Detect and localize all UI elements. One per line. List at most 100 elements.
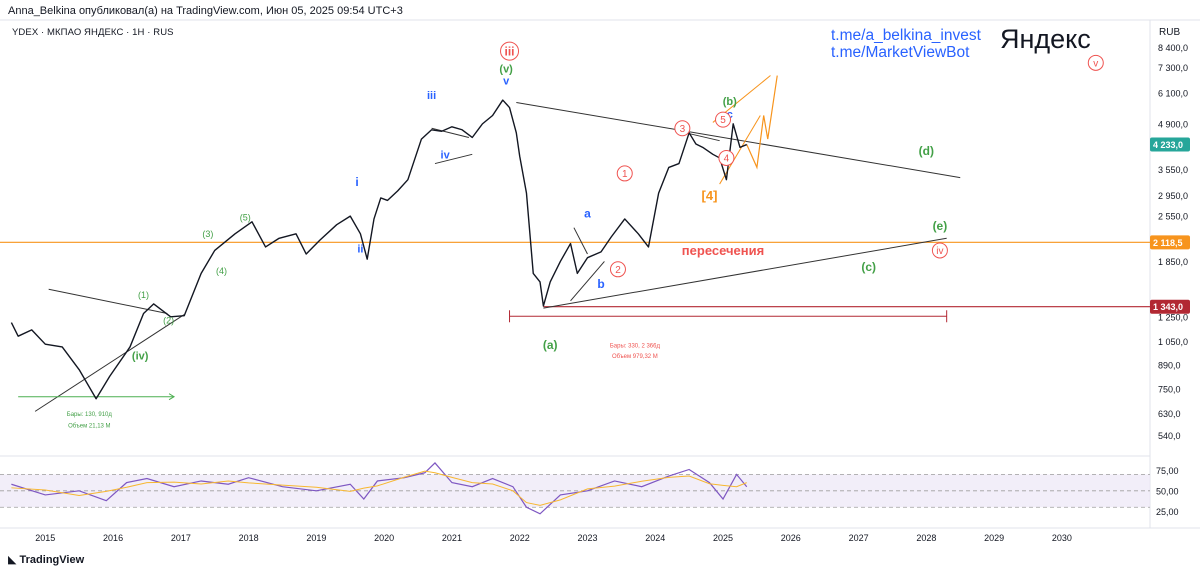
wave-label: (3) — [202, 229, 213, 239]
price-tick-label: 2 550,0 — [1158, 212, 1188, 222]
company-name: Яндекс — [1000, 24, 1091, 54]
wave-label: iv — [441, 149, 451, 161]
wave-label-circle — [609, 261, 626, 278]
wave-label: v — [503, 76, 510, 88]
wave-label: (c) — [861, 260, 876, 274]
wave-label: (a) — [543, 338, 558, 352]
wave-label: Бары: 330, 2 366д — [610, 344, 661, 350]
time-tick-label: 2020 — [374, 533, 394, 543]
trendline-lower-2015[interactable] — [34, 314, 185, 412]
price-tag-box — [1150, 299, 1190, 314]
rsi-ma-line — [11, 470, 747, 506]
wave-label-circle — [500, 41, 520, 61]
time-tick-label: 2024 — [645, 533, 665, 543]
telegram-link-2: t.me/MarketViewBot — [831, 44, 970, 61]
wave-label: Бары: 130, 910д — [67, 412, 113, 418]
wave-label: (iv) — [132, 351, 149, 363]
rsi-tick-label: 75,00 — [1156, 466, 1179, 476]
time-tick-label: 2015 — [35, 533, 55, 543]
price-tick-label: 540,0 — [1158, 431, 1181, 441]
wave-label: (v) — [499, 64, 513, 76]
trendline-upper-2015[interactable] — [48, 288, 168, 314]
price-tick-label: 890,0 — [1158, 360, 1181, 370]
wave-label: c — [727, 109, 733, 121]
rsi-tick-label: 50,00 — [1156, 486, 1179, 496]
price-tick-label: 3 550,0 — [1158, 165, 1188, 175]
price-series-line[interactable] — [10, 99, 748, 400]
wave-label: (d) — [919, 144, 934, 158]
wave-label: (e) — [933, 219, 948, 233]
support-line-c[interactable] — [543, 237, 947, 309]
wave-label: iii — [427, 90, 436, 102]
wave-label: Объем 21,13 M — [68, 423, 110, 429]
wave-label: a — [584, 207, 591, 221]
orange-projection[interactable] — [746, 75, 778, 170]
time-tick-label: 2023 — [577, 533, 597, 543]
price-tick-label: 1 050,0 — [1158, 337, 1188, 347]
publisher-line: Anna_Belkina опубликовал(а) на TradingVi… — [8, 5, 403, 17]
price-tick-label: 1 250,0 — [1158, 312, 1188, 322]
time-tick-label: 2027 — [849, 533, 869, 543]
time-tick-label: 2016 — [103, 533, 123, 543]
time-tick-label: 2017 — [171, 533, 191, 543]
measure-arrowhead-green — [168, 393, 176, 401]
time-tick-label: 2030 — [1052, 533, 1072, 543]
tradingview-logo[interactable]: ◣ TradingView — [8, 553, 84, 566]
time-tick-label: 2029 — [984, 533, 1004, 543]
wave-label: v — [1093, 58, 1098, 69]
abc-line-1[interactable] — [573, 227, 588, 255]
orange-channel-lower[interactable] — [719, 115, 761, 185]
price-tag-label: 4 233,0 — [1153, 140, 1183, 150]
wave-label: 2 — [615, 265, 621, 276]
rsi-tick-label: 25,00 — [1156, 507, 1179, 517]
tradingview-logo-text: TradingView — [19, 554, 85, 566]
symbol-description[interactable]: YDEX · МКПАО ЯНДЕКС · 1H · RUS — [12, 27, 174, 38]
price-tick-label: 2 950,0 — [1158, 191, 1188, 201]
wave-label: Объем 979,32 M — [612, 354, 658, 360]
wave-label: (1) — [138, 290, 149, 300]
price-tick-label: 750,0 — [1158, 384, 1181, 394]
wave-label: ii — [357, 243, 363, 255]
wave-label-circle — [718, 149, 735, 166]
wave-label: iv — [936, 246, 943, 257]
wave-label: i — [355, 175, 358, 189]
price-tick-label: 6 100,0 — [1158, 88, 1188, 98]
triangle-edge-1[interactable] — [431, 127, 469, 138]
abc-line-2[interactable] — [570, 261, 605, 302]
wave-label-circle — [931, 242, 948, 259]
wave-label: (2) — [163, 316, 174, 326]
wave-label-circle — [674, 120, 691, 137]
wave-label: 5 — [720, 115, 726, 126]
time-tick-label: 2018 — [239, 533, 259, 543]
wave-label: [4] — [702, 188, 718, 203]
telegram-link-1: t.me/a_belkina_invest — [831, 27, 981, 44]
wave-label: b — [597, 277, 604, 291]
wave-label: 3 — [680, 124, 686, 135]
wave-label: пересечения — [682, 243, 764, 258]
price-tick-label: 7 300,0 — [1158, 63, 1188, 73]
wave-label: (4) — [216, 266, 227, 276]
price-tick-label: 8 400,0 — [1158, 43, 1188, 53]
time-tick-label: 2019 — [306, 533, 326, 543]
time-tick-label: 2026 — [781, 533, 801, 543]
time-tick-label: 2025 — [713, 533, 733, 543]
price-scale[interactable] — [1150, 20, 1200, 528]
price-tick-label: 630,0 — [1158, 409, 1181, 419]
time-tick-label: 2021 — [442, 533, 462, 543]
wave-label: 4 — [724, 154, 730, 165]
price-tag-label: 1 343,0 — [1153, 302, 1183, 312]
price-tick-label: 1 850,0 — [1158, 257, 1188, 267]
wave-label: (b) — [723, 96, 737, 108]
wave-label-circle — [616, 165, 633, 182]
wave-label-circle — [715, 111, 732, 128]
time-tick-label: 2028 — [916, 533, 936, 543]
triangle-edge-2[interactable] — [434, 153, 473, 165]
wedge-line-1[interactable] — [685, 132, 720, 142]
tradingview-logo-icon: ◣ — [8, 554, 17, 566]
wave-label: (5) — [240, 212, 251, 222]
time-tick-label: 2022 — [510, 533, 530, 543]
wave-label-circle — [1087, 54, 1104, 71]
price-tag-box — [1150, 235, 1190, 250]
price-tag-label: 2 118,5 — [1153, 238, 1183, 248]
